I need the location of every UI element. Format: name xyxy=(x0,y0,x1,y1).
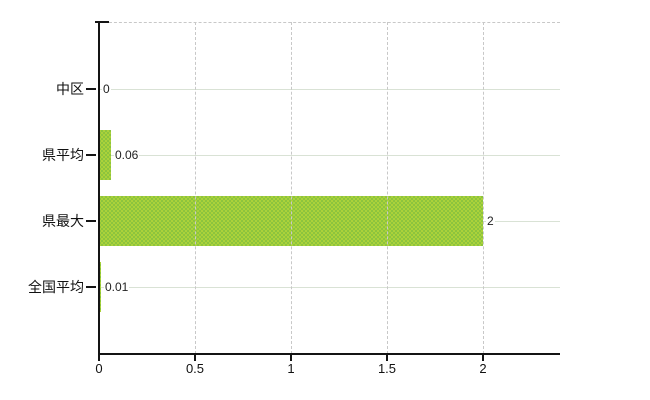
x-gridline xyxy=(291,22,292,354)
category-label: 県平均 xyxy=(42,147,84,163)
value-label: 0 xyxy=(102,81,111,97)
y-axis-line xyxy=(98,22,100,356)
x-tick xyxy=(386,355,388,361)
bar[interactable] xyxy=(99,262,101,312)
category-tick xyxy=(86,88,96,90)
x-tick-label: 0 xyxy=(95,361,103,376)
x-gridline xyxy=(195,22,196,354)
value-label: 2 xyxy=(486,213,495,229)
x-tick xyxy=(194,355,196,361)
x-tick-label: 1 xyxy=(287,361,295,376)
row-line xyxy=(99,287,560,288)
x-tick xyxy=(290,355,292,361)
category-tick xyxy=(86,220,96,222)
row-line xyxy=(99,155,560,156)
value-label: 0.01 xyxy=(104,279,130,295)
value-label: 0.06 xyxy=(114,147,140,163)
x-tick-label: 1.5 xyxy=(377,361,397,376)
plot-top-border xyxy=(99,22,560,23)
category-tick xyxy=(86,286,96,288)
bar[interactable] xyxy=(99,130,111,180)
x-tick-label: 2 xyxy=(479,361,487,376)
category-label: 中区 xyxy=(56,81,84,97)
x-tick xyxy=(482,355,484,361)
category-tick xyxy=(86,154,96,156)
row-line xyxy=(99,89,560,90)
category-label: 県最大 xyxy=(42,213,84,229)
x-tick-label: 0.5 xyxy=(185,361,205,376)
y-axis-top-tick xyxy=(95,21,109,23)
category-label: 全国平均 xyxy=(28,279,84,295)
x-gridline xyxy=(387,22,388,354)
x-tick xyxy=(98,355,100,361)
x-axis-line xyxy=(98,353,560,355)
x-gridline xyxy=(483,22,484,354)
